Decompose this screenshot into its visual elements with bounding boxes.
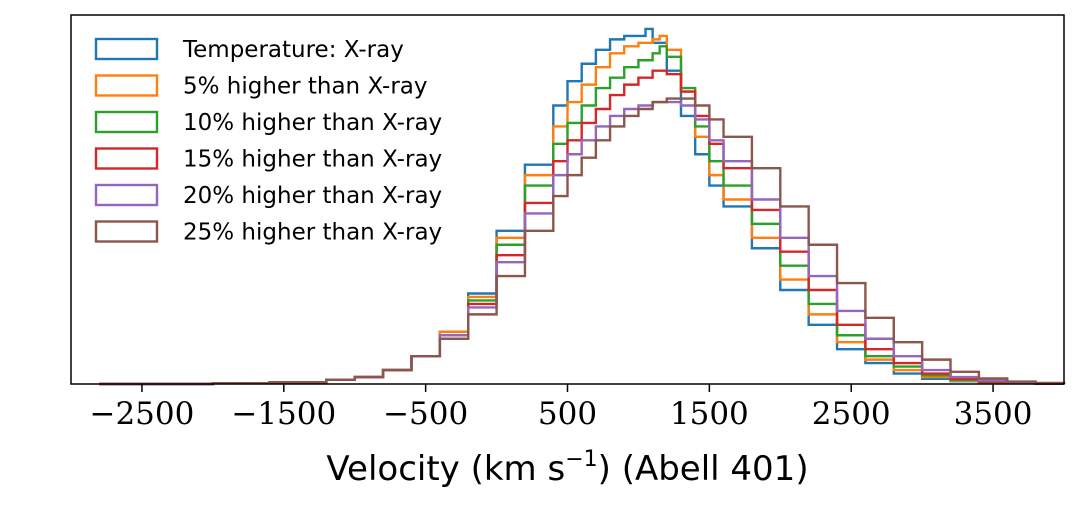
legend-swatch xyxy=(94,183,159,207)
legend-label: Temperature: X-ray xyxy=(182,37,404,63)
legend-label: 10% higher than X-ray xyxy=(183,110,442,136)
x-tick-label: −2500 xyxy=(89,396,194,432)
legend-label: 20% higher than X-ray xyxy=(183,183,442,209)
x-tick-label: −500 xyxy=(383,396,468,432)
legend-label: 5% higher than X-ray xyxy=(183,74,428,100)
x-tick-label: −1500 xyxy=(231,396,336,432)
x-axis-title-tail: ) (Abell 401) xyxy=(598,449,809,489)
legend-label: 15% higher than X-ray xyxy=(183,147,442,173)
x-axis-title: Velocity (km s−1) (Abell 401) xyxy=(326,447,808,489)
legend-swatch xyxy=(94,147,159,170)
legend-label: 25% higher than X-ray xyxy=(183,220,442,246)
legend-swatch xyxy=(94,110,159,134)
x-tick-label: 500 xyxy=(538,396,597,432)
x-axis-title-superscript: −1 xyxy=(565,447,597,472)
legend: Temperature: X-ray 5% higher than X-ray 10… xyxy=(94,37,442,246)
legend-swatch xyxy=(94,74,159,97)
x-axis-title-main: Velocity (km s xyxy=(326,449,565,489)
x-axis-ticks: −2500 −1500 −500 500 1500 2500 3500 xyxy=(89,384,1033,432)
x-tick-label: 1500 xyxy=(670,396,749,432)
series-step-line-5 xyxy=(99,97,1066,386)
x-tick-label: 2500 xyxy=(812,396,891,432)
legend-swatch xyxy=(94,220,159,243)
x-tick-label: 3500 xyxy=(954,396,1033,432)
histogram-series-layer xyxy=(99,27,1066,386)
legend-swatch xyxy=(94,37,159,61)
